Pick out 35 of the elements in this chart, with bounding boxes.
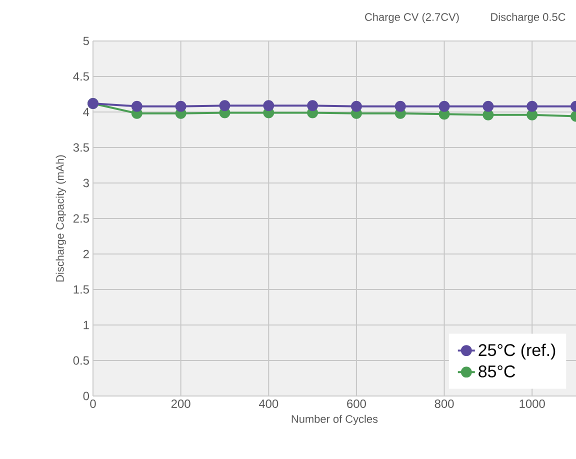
x-tick-label: 400 xyxy=(258,400,278,408)
point xyxy=(175,100,186,112)
point xyxy=(263,100,274,112)
y-tick-label: 0.5 xyxy=(73,356,89,365)
y-tick-label: 2.5 xyxy=(73,214,89,223)
x-tick-label: 800 xyxy=(434,400,454,408)
legend-label: 25°C (ref.) xyxy=(478,344,556,360)
text: Discharge 0.5C xyxy=(491,12,566,24)
x-tick-label: 600 xyxy=(347,400,366,408)
point xyxy=(350,100,362,112)
point xyxy=(482,109,494,120)
y-tick-label: 5 xyxy=(83,36,89,46)
y-tick-label: 3 xyxy=(83,178,89,188)
point xyxy=(526,100,538,112)
point xyxy=(394,100,406,112)
point xyxy=(526,109,538,120)
text: Charge CV (2.7CV) xyxy=(365,12,459,24)
point xyxy=(131,100,142,112)
y-tick-label: 3.5 xyxy=(73,143,89,152)
y-tick-label: 2 xyxy=(83,250,89,258)
y-tick-label: 0 xyxy=(83,392,90,400)
point xyxy=(219,100,230,112)
point xyxy=(438,100,450,112)
x-axis-title: Number of Cycles xyxy=(292,414,378,426)
y-tick-label: 1 xyxy=(84,320,89,330)
point xyxy=(307,100,318,112)
x-tick-label: 0 xyxy=(90,400,96,408)
x-tick-label: 200 xyxy=(171,400,190,408)
point xyxy=(482,100,494,112)
y-tick-label: 4.5 xyxy=(73,72,89,81)
legend-label: 85°C xyxy=(478,365,516,378)
x-tick-label: 1000 xyxy=(520,400,545,408)
y-tick-label: 4 xyxy=(83,108,90,116)
y-tick-label: 1.5 xyxy=(74,285,89,294)
y-axis-title: Discharge Capacity (mAh) xyxy=(56,155,66,282)
